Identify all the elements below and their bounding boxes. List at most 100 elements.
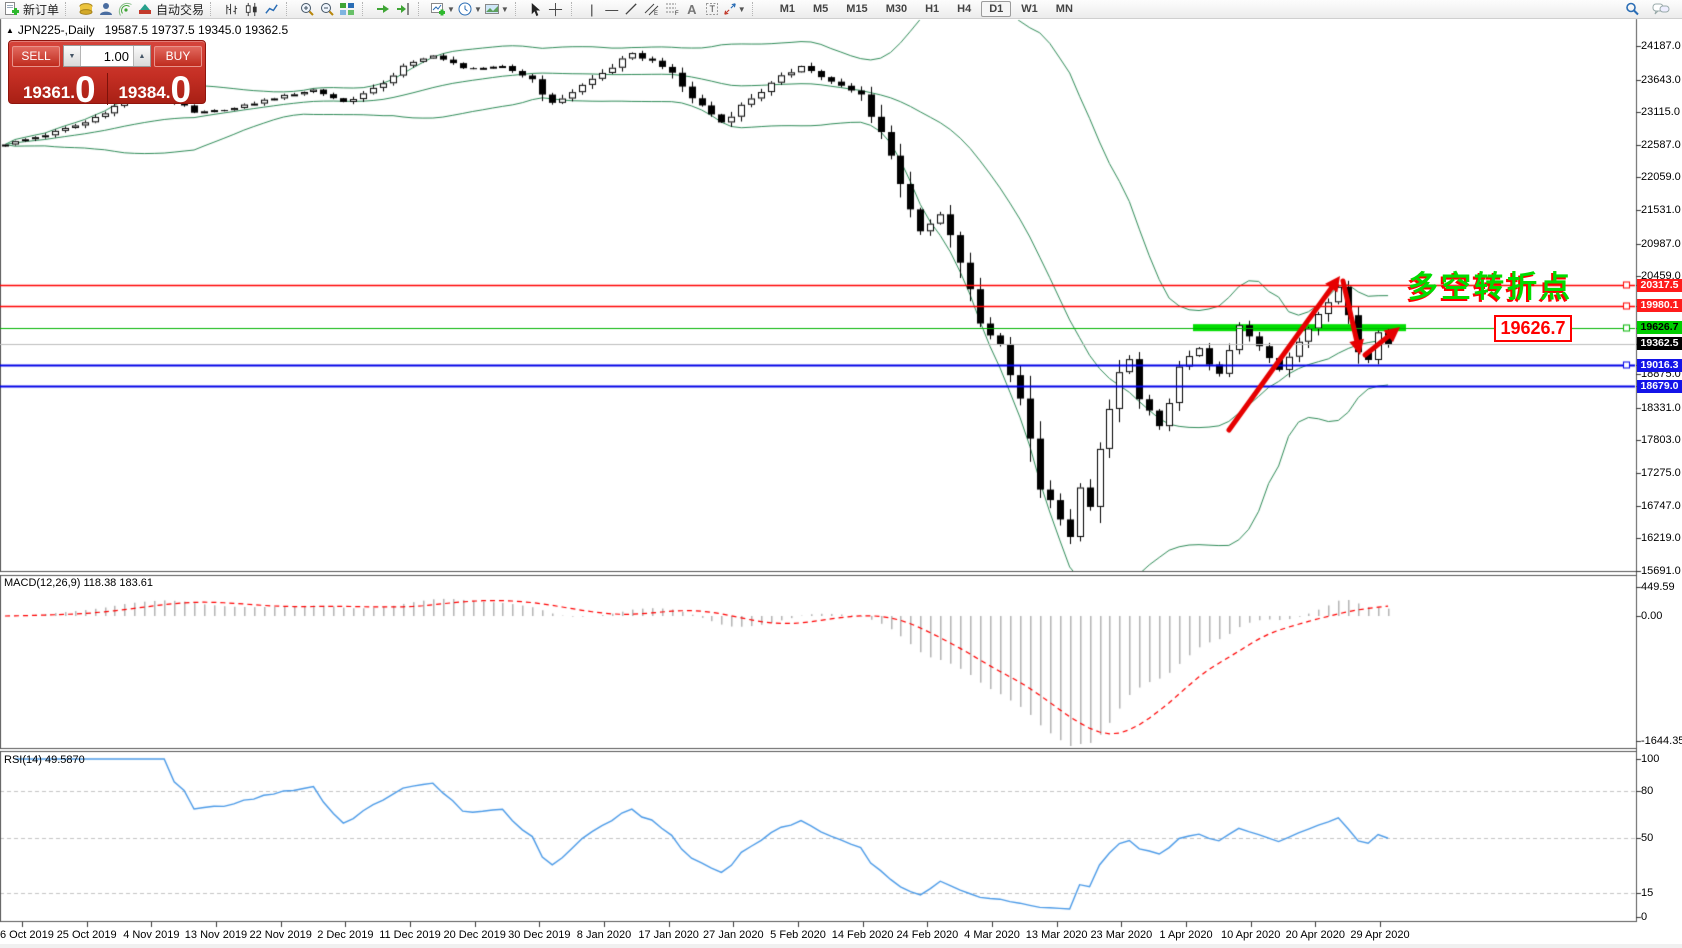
volume-decrease-button[interactable]: ▼	[64, 46, 81, 66]
sell-price[interactable]: 19361. 0	[22, 68, 96, 110]
rsi-indicator-label: RSI(14) 49.5870	[4, 754, 85, 766]
clock-icon	[458, 2, 472, 16]
horizontal-line-tool-icon[interactable]: —	[605, 1, 619, 17]
line-chart-icon[interactable]	[262, 1, 280, 18]
autotrading-icon	[139, 4, 152, 14]
navigator-icon[interactable]	[97, 1, 115, 18]
date-axis-label: 10 Apr 2020	[1221, 929, 1281, 941]
price-axis-tick: 22587.0	[1641, 138, 1681, 151]
buy-button[interactable]: BUY	[154, 45, 202, 67]
volume-value[interactable]: 1.00	[103, 48, 129, 64]
date-axis-label: 13 Nov 2019	[184, 929, 248, 941]
rsi-axis-tick: 15	[1641, 887, 1654, 899]
dropdown-caret: ▼	[447, 4, 455, 14]
macd-indicator-label: MACD(12,26,9) 118.38 183.61	[4, 577, 153, 589]
bar-chart-icon[interactable]	[222, 1, 240, 18]
sell-button[interactable]: SELL	[12, 45, 60, 67]
price-badge: 18679.0	[1637, 379, 1682, 393]
timeframe-m15[interactable]: M15	[846, 3, 868, 15]
price-callout-box: 19626.7	[1494, 315, 1572, 342]
text-tool-icon[interactable]: A	[687, 1, 697, 17]
signals-icon[interactable]	[117, 1, 135, 18]
auto-scroll-icon[interactable]	[374, 1, 392, 18]
new-order-button[interactable]: 新订单	[4, 1, 59, 18]
main-toolbar: 新订单 自动交易 ▼ ▼	[0, 0, 1682, 19]
volume-increase-button[interactable]: ▲	[133, 46, 150, 66]
price-axis-tick: 17803.0	[1641, 434, 1681, 447]
date-axis-label: 17 Jan 2020	[638, 929, 699, 941]
price-badge: 19362.5	[1637, 337, 1682, 351]
chart-shift-icon[interactable]	[394, 1, 412, 18]
date-axis-label: 2 Dec 2019	[317, 929, 374, 941]
rsi-axis-tick: 0	[1641, 911, 1648, 923]
timeframe-h1[interactable]: H1	[925, 3, 940, 15]
date-axis-label: 27 Jan 2020	[703, 929, 764, 941]
channel-tool-icon[interactable]: E	[643, 1, 661, 18]
new-chart-button[interactable]: ▼	[430, 1, 455, 18]
timeframe-m5[interactable]: M5	[813, 3, 829, 15]
tile-windows-icon[interactable]	[338, 1, 356, 18]
toolbar-separator	[418, 2, 425, 16]
date-axis-label: 5 Feb 2020	[770, 929, 826, 941]
timeframe-h4[interactable]: H4	[957, 3, 972, 15]
toolbar-separator	[210, 2, 217, 16]
dropdown-caret: ▼	[737, 4, 746, 14]
date-axis-label: 20 Apr 2020	[1285, 929, 1345, 941]
date-axis-label: 25 Oct 2019	[56, 929, 117, 941]
turning-point-annotation: 多空转折点	[1408, 271, 1573, 304]
date-axis-label: 11 Dec 2019	[379, 929, 441, 941]
vertical-line-tool-icon[interactable]: |	[590, 1, 594, 17]
price-axis-tick: 15691.0	[1641, 564, 1681, 577]
autotrading-button[interactable]: 自动交易	[137, 1, 204, 18]
price-axis-tick: 22059.0	[1641, 171, 1681, 184]
price-badge: 19980.1	[1637, 299, 1682, 313]
symbol-period-label: JPN225-,Daily	[17, 23, 95, 37]
text-label-tool-icon[interactable]: T	[703, 1, 721, 18]
date-axis-label: 30 Dec 2019	[508, 929, 571, 941]
date-axis-label: 20 Dec 2019	[443, 929, 506, 941]
chart-window-title: ▲ JPN225-,Daily 19587.5 19737.5 19345.0 …	[6, 23, 288, 37]
timeframe-d1[interactable]: D1	[981, 1, 1012, 17]
crosshair-tool-icon[interactable]	[547, 1, 565, 18]
date-axis-label: 14 Feb 2020	[831, 929, 894, 941]
zoom-in-icon[interactable]	[298, 1, 316, 18]
date-axis-label: 13 Mar 2020	[1025, 929, 1088, 941]
date-axis-label: 29 Apr 2020	[1350, 929, 1410, 941]
toolbar-separator	[65, 2, 72, 16]
autotrading-label: 自动交易	[156, 2, 205, 17]
date-axis-label: 4 Nov 2019	[123, 929, 180, 941]
volume-stepper[interactable]: ▼ 1.00 ▲	[63, 45, 151, 67]
timeframe-m30[interactable]: M30	[885, 3, 908, 15]
new-order-icon	[5, 2, 19, 15]
price-axis-tick: 21531.0	[1641, 204, 1681, 217]
market-watch-icon[interactable]	[77, 1, 95, 18]
templates-button[interactable]: ▼	[484, 1, 509, 18]
dropdown-caret: ▼	[500, 4, 509, 14]
price-axis-tick: 20987.0	[1641, 237, 1681, 250]
toolbar-separator	[570, 2, 578, 16]
timeframe-m1[interactable]: M1	[779, 3, 795, 15]
fibonacci-tool-icon[interactable]: F	[663, 1, 681, 18]
cursor-tool-icon[interactable]	[527, 1, 545, 18]
timeframe-mn[interactable]: MN	[1055, 3, 1073, 15]
search-icon[interactable]	[1623, 1, 1641, 18]
arrows-tool-icon	[723, 3, 736, 15]
direction-arrow-icon: ▲	[6, 25, 14, 35]
arrows-tool-button[interactable]: ▼	[723, 1, 746, 18]
trendline-tool-icon[interactable]	[623, 1, 641, 18]
price-badge: 20317.5	[1637, 278, 1682, 292]
zoom-out-icon[interactable]	[318, 1, 336, 18]
date-axis-label: 23 Mar 2020	[1090, 929, 1153, 941]
chat-icon[interactable]	[1652, 1, 1670, 18]
buy-price[interactable]: 19384. 0	[118, 68, 192, 110]
price-axis-tick: 24187.0	[1641, 40, 1681, 52]
timeframes-button[interactable]: ▼	[457, 1, 482, 18]
price-axis-tick: 17275.0	[1641, 466, 1681, 479]
candlestick-chart-icon[interactable]	[242, 1, 260, 18]
macd-axis-tick: -1644.35	[1641, 735, 1682, 747]
ohlc-readout: 19587.5 19737.5 19345.0 19362.5	[104, 23, 289, 37]
timeframe-w1[interactable]: W1	[1021, 3, 1038, 15]
macd-axis-tick: 449.59	[1641, 581, 1675, 593]
toolbar-separator	[286, 2, 293, 16]
